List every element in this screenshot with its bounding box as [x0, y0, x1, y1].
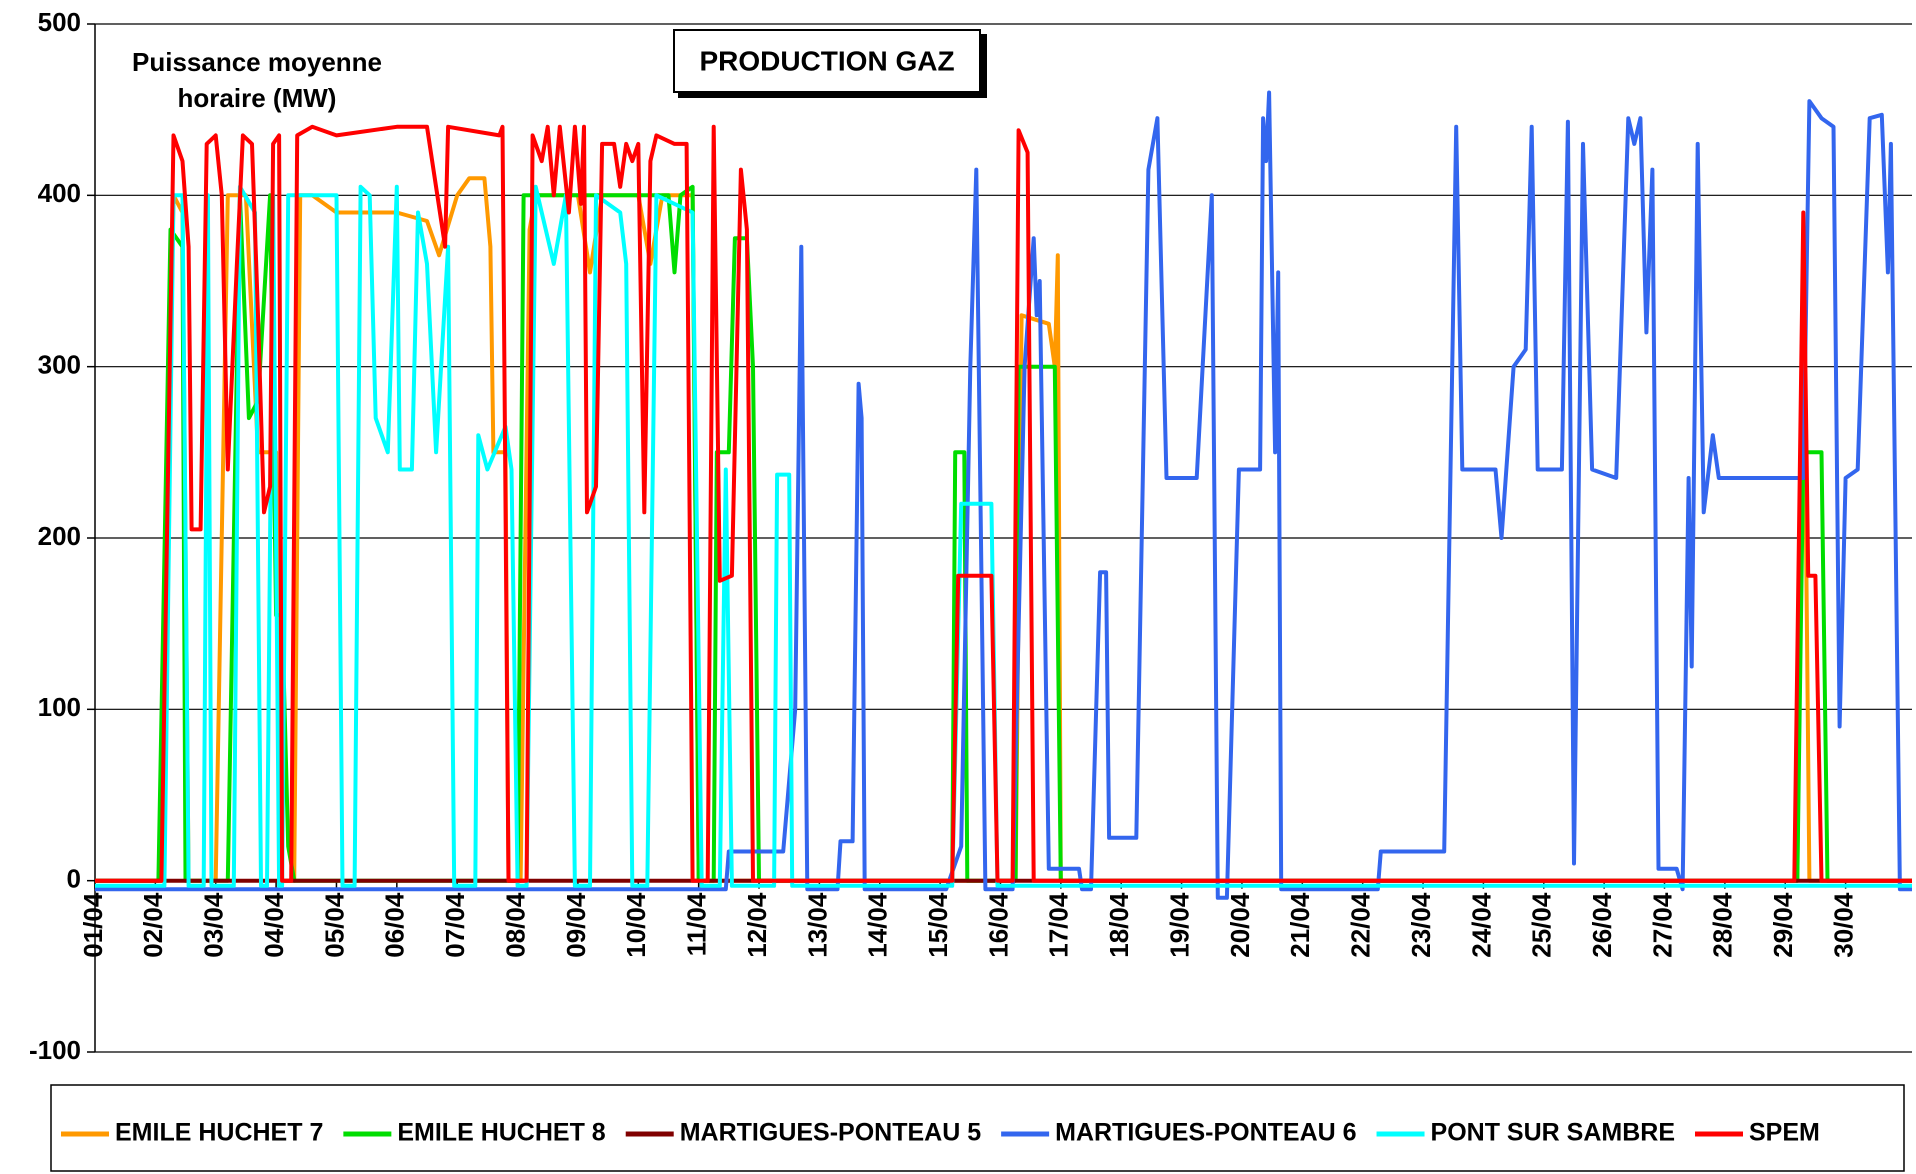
title-box	[673, 29, 981, 93]
y-tick-label: -100	[29, 1035, 81, 1065]
series-line	[95, 124, 1912, 883]
x-tick-label: 10/04	[621, 892, 651, 958]
x-tick-label: 20/04	[1225, 892, 1255, 958]
x-tick-label: 09/04	[561, 892, 591, 958]
y-tick-label: 300	[38, 350, 81, 380]
legend-label: MARTIGUES-PONTEAU 5	[680, 1119, 982, 1147]
y-tick-label: 100	[38, 692, 81, 722]
x-tick-label: 06/04	[380, 892, 410, 958]
legend-box	[50, 1084, 1905, 1172]
x-tick-label: 26/04	[1587, 892, 1617, 958]
x-tick-label: 22/04	[1346, 892, 1376, 958]
x-tick-label: 23/04	[1406, 892, 1436, 958]
x-tick-label: 27/04	[1647, 892, 1677, 958]
legend-label: MARTIGUES-PONTEAU 6	[1055, 1119, 1356, 1147]
legend-label: PONT SUR SAMBRE	[1431, 1119, 1675, 1147]
y-tick-label: 200	[38, 521, 81, 551]
x-tick-label: 28/04	[1708, 892, 1738, 958]
y-tick-label: 500	[38, 7, 81, 37]
x-tick-label: 07/04	[440, 892, 470, 958]
x-tick-label: 02/04	[138, 892, 168, 958]
chart-title: PRODUCTION GAZ	[699, 45, 954, 76]
x-tick-label: 03/04	[199, 892, 229, 958]
x-tick-label: 05/04	[319, 892, 349, 958]
x-tick-label: 12/04	[742, 892, 772, 958]
y-tick-label: 0	[67, 864, 81, 894]
x-tick-label: 30/04	[1828, 892, 1858, 958]
x-tick-label: 25/04	[1527, 892, 1557, 958]
x-tick-label: 14/04	[863, 892, 893, 958]
x-tick-label: 21/04	[1285, 892, 1315, 958]
series-line	[95, 184, 1912, 883]
x-tick-label: 15/04	[923, 892, 953, 958]
legend-label: EMILE HUCHET 8	[397, 1119, 605, 1147]
x-tick-label: 19/04	[1164, 892, 1194, 958]
x-tick-label: 16/04	[983, 892, 1013, 958]
annotation: Puissance moyenne horaire (MW)	[132, 47, 382, 113]
plot-area: -100 0 100 200 300 400 500 01/04 02/04 03/04 04/04…	[29, 7, 1912, 1065]
series-line	[95, 90, 1912, 900]
series-line	[95, 184, 1912, 888]
series-line	[95, 176, 1912, 883]
x-tick-label: 17/04	[1044, 892, 1074, 958]
x-tick-label: 08/04	[500, 892, 530, 958]
x-tick-label: 01/04	[78, 892, 108, 958]
x-tick-label: 24/04	[1466, 892, 1496, 958]
x-tick-label: 13/04	[802, 892, 832, 958]
x-tick-label: 11/04	[682, 892, 712, 956]
legend-label: EMILE HUCHET 7	[115, 1119, 323, 1147]
x-tick-label: 29/04	[1768, 892, 1798, 958]
legend-label: SPEM	[1749, 1119, 1820, 1147]
y-tick-label: 400	[38, 178, 81, 208]
x-tick-label: 18/04	[1104, 892, 1134, 958]
x-tick-label: 04/04	[259, 892, 289, 958]
